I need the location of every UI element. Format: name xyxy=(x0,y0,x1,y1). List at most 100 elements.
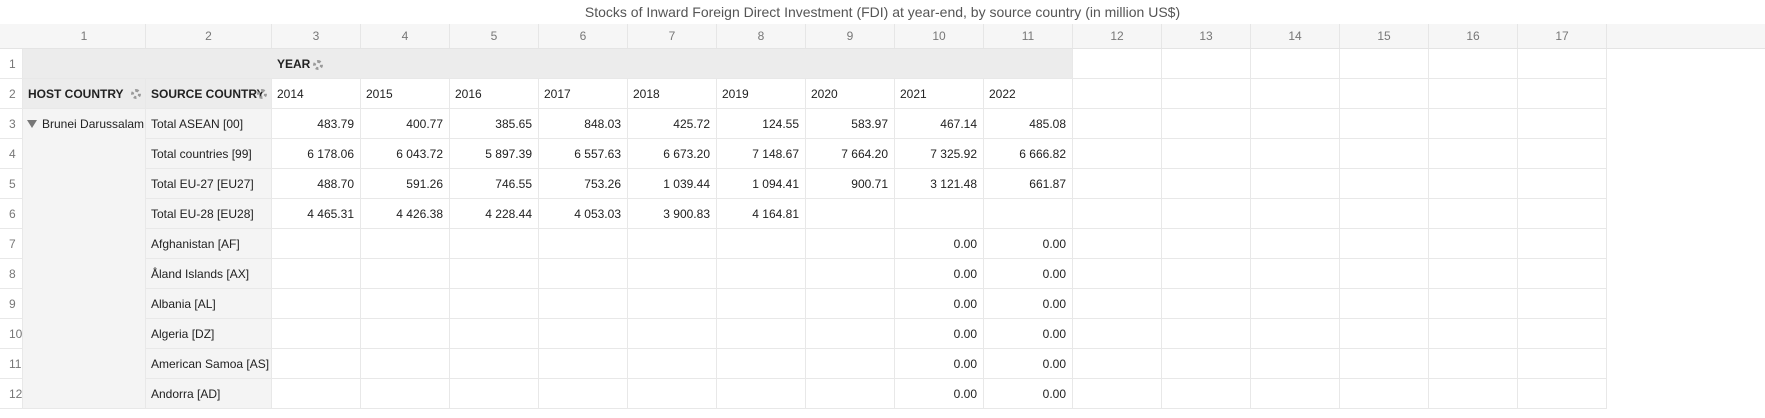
data-cell[interactable]: 4 164.81 xyxy=(717,199,806,229)
data-cell[interactable] xyxy=(628,289,717,319)
data-cell[interactable]: 0.00 xyxy=(984,319,1073,349)
column-number-5[interactable]: 5 xyxy=(450,24,539,48)
data-cell[interactable]: 385.65 xyxy=(450,109,539,139)
empty-cell[interactable] xyxy=(1340,199,1429,229)
data-cell[interactable] xyxy=(450,379,539,409)
data-cell[interactable] xyxy=(539,319,628,349)
data-cell[interactable] xyxy=(272,319,361,349)
source-country-cell[interactable]: Total EU-28 [EU28] xyxy=(146,199,272,229)
empty-cell[interactable] xyxy=(1073,349,1162,379)
host-country-field-header[interactable]: HOST COUNTRY xyxy=(23,79,146,109)
source-country-cell[interactable]: Andorra [AD] xyxy=(146,379,272,409)
data-cell[interactable]: 900.71 xyxy=(806,169,895,199)
data-cell[interactable]: 848.03 xyxy=(539,109,628,139)
data-cell[interactable]: 483.79 xyxy=(272,109,361,139)
column-number-4[interactable]: 4 xyxy=(361,24,450,48)
column-number-9[interactable]: 9 xyxy=(806,24,895,48)
data-cell[interactable] xyxy=(539,379,628,409)
empty-cell[interactable] xyxy=(1073,289,1162,319)
data-cell[interactable] xyxy=(361,349,450,379)
data-cell[interactable] xyxy=(717,259,806,289)
data-cell[interactable]: 0.00 xyxy=(984,379,1073,409)
empty-cell[interactable] xyxy=(1162,109,1251,139)
data-cell[interactable] xyxy=(539,349,628,379)
column-number-8[interactable]: 8 xyxy=(717,24,806,48)
column-number-11[interactable]: 11 xyxy=(984,24,1073,48)
source-country-cell[interactable]: Total countries [99] xyxy=(146,139,272,169)
data-cell[interactable] xyxy=(539,259,628,289)
year-header-2014[interactable]: 2014 xyxy=(272,79,361,109)
data-cell[interactable]: 6 557.63 xyxy=(539,139,628,169)
data-cell[interactable]: 3 900.83 xyxy=(628,199,717,229)
host-country-cell[interactable]: Brunei Darussalam xyxy=(23,109,146,139)
empty-cell[interactable] xyxy=(1162,49,1251,79)
data-cell[interactable] xyxy=(717,319,806,349)
data-cell[interactable]: 0.00 xyxy=(984,229,1073,259)
source-country-cell[interactable]: Algeria [DZ] xyxy=(146,319,272,349)
gear-icon[interactable] xyxy=(257,89,267,99)
empty-cell[interactable] xyxy=(1340,289,1429,319)
column-number-1[interactable]: 1 xyxy=(23,24,146,48)
empty-cell[interactable] xyxy=(1340,79,1429,109)
empty-cell[interactable] xyxy=(1340,319,1429,349)
source-country-cell[interactable]: Total ASEAN [00] xyxy=(146,109,272,139)
data-cell[interactable]: 661.87 xyxy=(984,169,1073,199)
data-cell[interactable] xyxy=(450,229,539,259)
data-cell[interactable] xyxy=(806,319,895,349)
data-cell[interactable] xyxy=(806,199,895,229)
empty-cell[interactable] xyxy=(1251,199,1340,229)
data-cell[interactable]: 4 228.44 xyxy=(450,199,539,229)
empty-cell[interactable] xyxy=(1251,109,1340,139)
data-cell[interactable]: 425.72 xyxy=(628,109,717,139)
data-cell[interactable] xyxy=(806,229,895,259)
empty-cell[interactable] xyxy=(1073,199,1162,229)
data-cell[interactable] xyxy=(717,379,806,409)
empty-cell[interactable] xyxy=(1429,79,1518,109)
year-header-2021[interactable]: 2021 xyxy=(895,79,984,109)
year-header-2018[interactable]: 2018 xyxy=(628,79,717,109)
data-cell[interactable]: 4 053.03 xyxy=(539,199,628,229)
empty-cell[interactable] xyxy=(1162,199,1251,229)
data-cell[interactable]: 591.26 xyxy=(361,169,450,199)
empty-cell[interactable] xyxy=(1518,349,1607,379)
empty-cell[interactable] xyxy=(1429,199,1518,229)
row-number-11[interactable]: 11 xyxy=(0,349,23,379)
source-country-cell[interactable]: Åland Islands [AX] xyxy=(146,259,272,289)
data-cell[interactable] xyxy=(272,289,361,319)
empty-cell[interactable] xyxy=(1251,79,1340,109)
data-cell[interactable]: 488.70 xyxy=(272,169,361,199)
empty-cell[interactable] xyxy=(1518,289,1607,319)
column-number-2[interactable]: 2 xyxy=(146,24,272,48)
data-cell[interactable]: 1 039.44 xyxy=(628,169,717,199)
empty-cell[interactable] xyxy=(1251,139,1340,169)
empty-cell[interactable] xyxy=(1162,259,1251,289)
empty-cell[interactable] xyxy=(1073,139,1162,169)
data-cell[interactable] xyxy=(450,259,539,289)
empty-cell[interactable] xyxy=(1518,229,1607,259)
empty-cell[interactable] xyxy=(1073,259,1162,289)
row-number-7[interactable]: 7 xyxy=(0,229,23,259)
year-header-2022[interactable]: 2022 xyxy=(984,79,1073,109)
empty-cell[interactable] xyxy=(1251,289,1340,319)
data-cell[interactable]: 485.08 xyxy=(984,109,1073,139)
data-cell[interactable]: 6 043.72 xyxy=(361,139,450,169)
empty-cell[interactable] xyxy=(1162,169,1251,199)
column-number-7[interactable]: 7 xyxy=(628,24,717,48)
data-cell[interactable] xyxy=(450,289,539,319)
column-number-15[interactable]: 15 xyxy=(1340,24,1429,48)
data-cell[interactable] xyxy=(361,289,450,319)
empty-cell[interactable] xyxy=(1340,169,1429,199)
data-cell[interactable] xyxy=(806,349,895,379)
gear-icon[interactable] xyxy=(313,59,324,70)
empty-cell[interactable] xyxy=(1429,109,1518,139)
empty-cell[interactable] xyxy=(1429,319,1518,349)
data-cell[interactable]: 753.26 xyxy=(539,169,628,199)
data-cell[interactable]: 746.55 xyxy=(450,169,539,199)
gear-icon[interactable] xyxy=(131,89,141,99)
data-cell[interactable] xyxy=(984,199,1073,229)
data-cell[interactable] xyxy=(361,259,450,289)
data-cell[interactable] xyxy=(361,229,450,259)
data-cell[interactable] xyxy=(895,199,984,229)
empty-cell[interactable] xyxy=(1073,79,1162,109)
data-cell[interactable]: 0.00 xyxy=(895,349,984,379)
